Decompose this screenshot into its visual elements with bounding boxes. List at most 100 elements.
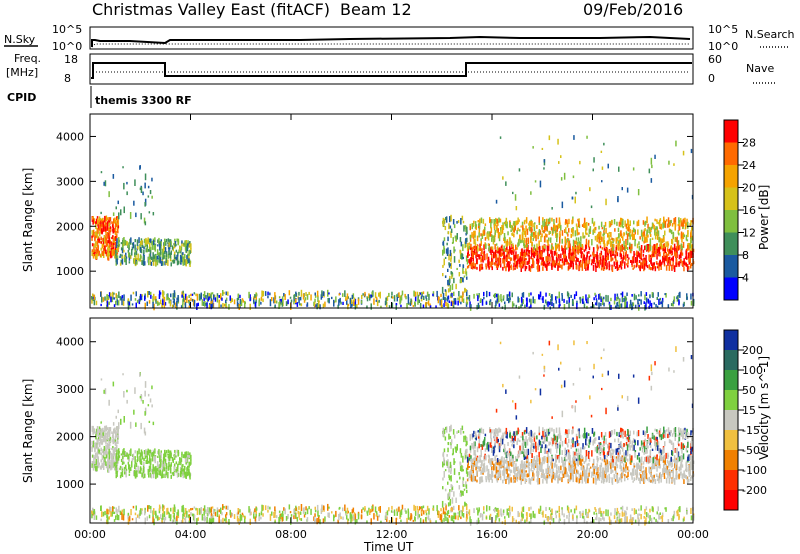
velocity-echo-cell [483,455,485,462]
velocity-echo-cell [187,451,189,455]
power-echo-cell [93,245,96,248]
velocity-echo-cell [283,507,285,511]
power-echo-cell [630,247,632,254]
velocity-echo-cell [448,433,450,440]
velocity-echo-cell [142,400,144,404]
power-echo-cell [552,247,554,250]
power-echo-cell [663,249,665,254]
power-echo-cell [120,242,123,245]
power-echo-cell [648,226,650,234]
power-echo-cell [585,260,587,264]
velocity-echo-cell [327,503,329,511]
power-echo-cell [486,290,488,298]
power-echo-cell [366,297,369,302]
velocity-echo-cell [135,467,137,474]
velocity-echo-cell [554,472,556,479]
velocity-echo-cell [488,478,490,483]
power-echo-cell [636,255,638,262]
power-echo-cell [556,239,558,243]
velocity-echo-cell [141,472,143,478]
power-echo-cell [682,226,684,229]
power-echo-cell [684,220,686,223]
velocity-echo-cell [167,471,169,479]
power-echo-cell [583,235,585,239]
velocity-echo-cell [119,467,121,471]
power-echo-cell [130,237,132,243]
power-echo-cell [144,182,146,189]
velocity-echo-cell [95,442,97,447]
power-echo-cell [114,229,117,232]
velocity-echo-cell [418,514,421,518]
power-echo-cell [510,257,512,261]
power-echo-cell [644,237,647,243]
velocity-echo-cell [190,512,192,516]
power-echo-cell [575,263,578,270]
power-echo-cell [464,287,466,293]
power-echo-cell [148,211,151,214]
power-echo-cell [588,234,590,237]
power-echo-cell [523,220,526,225]
power-echo-cell [137,253,139,261]
power-echo-cell [522,292,525,298]
power-echo-cell [104,180,107,187]
power-echo-cell [551,301,553,306]
velocity-echo-cell [138,470,140,474]
power-echo-cell [117,300,120,306]
power-echo-cell [690,148,693,154]
power-echo-cell [603,225,605,231]
power-echo-cell [162,298,164,306]
power-echo-cell [182,299,184,305]
velocity-echo-cell [95,458,97,465]
power-echo-cell [462,220,465,224]
power-echo-cell [353,299,355,306]
power-echo-cell [472,252,474,259]
power-echo-cell [665,265,668,271]
velocity-echo-cell [113,519,116,522]
power-echo-cell [473,230,475,238]
power-echo-cell [637,252,640,257]
velocity-echo-cell [169,515,172,522]
power-echo-cell [634,229,636,235]
velocity-echo-cell [93,514,96,520]
velocity-echo-cell [116,514,119,517]
velocity-echo-cell [151,452,153,457]
velocity-echo-cell [493,463,495,471]
power-echo-cell [598,225,600,230]
power-echo-cell [115,244,118,248]
power-echo-cell [98,219,101,223]
velocity-echo-cell [569,469,571,474]
power-echo-cell [674,222,677,227]
power-echo-cell [405,295,407,300]
power-echo-cell [525,237,528,242]
power-echo-cell [487,259,489,267]
power-echo-cell [511,225,514,231]
velocity-echo-cell [111,456,113,460]
velocity-echo-cell [162,457,165,465]
power-echo-cell [624,256,626,260]
velocity-echo-cell [134,456,136,463]
velocity-echo-cell [117,515,120,521]
power-echo-cell [565,238,567,244]
power-echo-cell [156,256,158,263]
velocity-echo-cell [126,399,128,404]
velocity-echo-cell [260,511,263,516]
power-echo-cell [598,237,600,244]
power-echo-cell [156,259,159,266]
power-echo-cell [147,291,149,298]
power-echo-cell [101,220,103,223]
power-echo-cell [599,242,602,245]
power-echo-cell [483,244,485,251]
velocity-echo-cell [511,462,514,465]
power-echo-cell [608,234,610,242]
velocity-echo-cell [231,512,233,517]
power-echo-cell [491,237,493,242]
velocity-echo-cell [129,421,132,429]
power-echo-cell [473,266,475,269]
velocity-echo-cell [244,515,246,523]
power-echo-cell [570,260,572,267]
power-echo-cell [666,253,669,261]
power-echo-cell [637,251,640,254]
power-echo-cell [115,206,117,210]
power-echo-cell [167,244,170,247]
power-echo-cell [568,297,570,303]
